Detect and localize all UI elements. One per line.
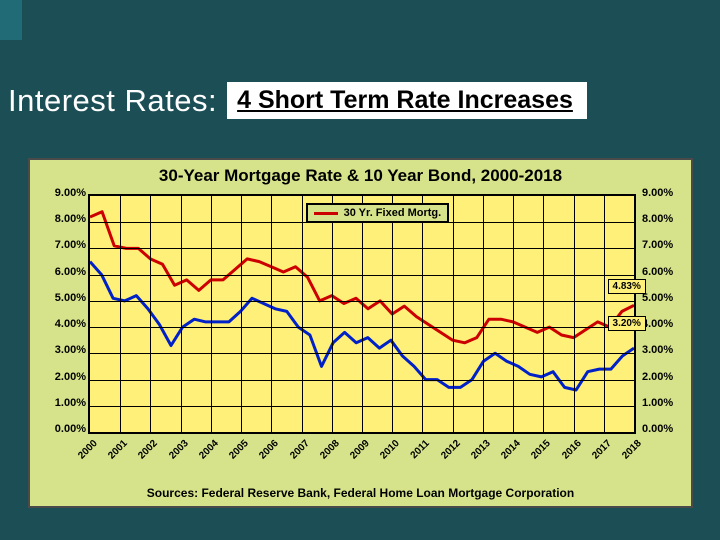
vgridline [302,196,303,432]
chart-panel: 30-Year Mortgage Rate & 10 Year Bond, 20… [28,158,693,508]
vgridline [150,196,151,432]
x-axis-label: 2009 [336,438,372,474]
x-axis-label: 2001 [94,438,130,474]
x-axis-label: 2013 [457,438,493,474]
x-axis-label: 2003 [154,438,190,474]
y-axis-label-left: 3.00% [32,344,86,356]
x-axis-label: 2012 [426,438,462,474]
vgridline [483,196,484,432]
vgridline [604,196,605,432]
x-axis-label: 2008 [305,438,341,474]
vgridline [574,196,575,432]
x-axis-label: 2017 [577,438,613,474]
y-axis-label-right: 8.00% [642,213,692,225]
y-axis-label-left: 2.00% [32,371,86,383]
x-axis-label: 2004 [185,438,221,474]
x-axis-label: 2007 [275,438,311,474]
title-label: Interest Rates: [8,83,217,119]
x-axis-label: 2016 [547,438,583,474]
legend-line [314,212,338,215]
x-axis-label: 2002 [124,438,160,474]
x-axis-label: 2010 [366,438,402,474]
x-axis-label: 2018 [608,438,644,474]
x-axis-label: 2011 [396,438,432,474]
x-axis-label: 2014 [487,438,523,474]
y-axis-label-left: 1.00% [32,397,86,409]
y-axis-label-left: 9.00% [32,187,86,199]
chart-sources: Sources: Federal Reserve Bank, Federal H… [30,486,691,500]
y-axis-label-left: 4.00% [32,318,86,330]
vgridline [453,196,454,432]
x-axis-label: 2005 [215,438,251,474]
y-axis-label-right: 2.00% [642,371,692,383]
y-axis-label-left: 6.00% [32,266,86,278]
chart-title: 30-Year Mortgage Rate & 10 Year Bond, 20… [30,160,691,186]
vgridline [543,196,544,432]
y-axis-label-left: 8.00% [32,213,86,225]
plot-area [88,194,636,434]
callout-label: 3.20% [608,316,646,331]
y-axis-label-right: 1.00% [642,397,692,409]
vgridline [211,196,212,432]
vgridline [181,196,182,432]
vgridline [422,196,423,432]
y-axis-label-right: 7.00% [642,239,692,251]
vgridline [332,196,333,432]
title-highlight: 4 Short Term Rate Increases [227,82,587,119]
y-axis-label-right: 0.00% [642,423,692,435]
vgridline [513,196,514,432]
accent-bar [0,0,22,40]
slide: Interest Rates: 4 Short Term Rate Increa… [0,0,720,540]
vgridline [271,196,272,432]
y-axis-label-right: 9.00% [642,187,692,199]
y-axis-label-left: 0.00% [32,423,86,435]
vgridline [120,196,121,432]
y-axis-label-right: 6.00% [642,266,692,278]
vgridline [392,196,393,432]
y-axis-label-left: 7.00% [32,239,86,251]
x-axis-label: 2006 [245,438,281,474]
legend: 30 Yr. Fixed Mortg. [306,203,450,223]
y-axis-label-left: 5.00% [32,292,86,304]
title-row: Interest Rates: 4 Short Term Rate Increa… [8,82,587,119]
vgridline [241,196,242,432]
callout-label: 4.83% [608,279,646,294]
legend-label: 30 Yr. Fixed Mortg. [344,207,442,219]
y-axis-label-right: 4.00% [642,318,692,330]
x-axis-label: 2000 [64,438,100,474]
y-axis-label-right: 3.00% [642,344,692,356]
vgridline [362,196,363,432]
x-axis-label: 2015 [517,438,553,474]
y-axis-label-right: 5.00% [642,292,692,304]
